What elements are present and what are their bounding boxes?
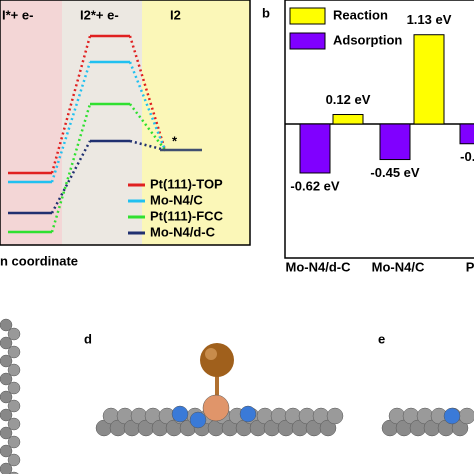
legend-label: Pt(111)-FCC [150, 208, 224, 223]
legend-swatch [289, 7, 326, 25]
atom [458, 407, 474, 425]
level-connector [50, 103, 166, 233]
atom [202, 394, 230, 422]
bar [299, 123, 331, 174]
atom [7, 435, 21, 449]
panel-label: e [378, 331, 385, 346]
structure [0, 318, 474, 474]
atom [326, 407, 344, 425]
bar [459, 123, 474, 145]
level-connector [50, 35, 167, 174]
atom [7, 417, 21, 431]
bars: Reaction 0.12 eV 1.13 eV Adsorption -0.62 eV… [286, 7, 474, 274]
atom [7, 399, 21, 413]
atom [0, 426, 13, 440]
atom [443, 407, 461, 425]
atom [0, 390, 13, 404]
level-connector [50, 61, 167, 183]
value-label: -0.45 eV [370, 165, 419, 180]
atom [0, 336, 13, 350]
x-tick-label: Pt(1 [466, 259, 474, 274]
atom [7, 363, 21, 377]
legend-label: Adsorption [333, 32, 402, 47]
value-label: 1.13 eV [407, 12, 452, 27]
x-tick-label: Mo-N4/d-C [286, 259, 352, 274]
level-connector [50, 139, 166, 214]
atom [0, 372, 13, 386]
atom [0, 318, 13, 332]
x-tick-label: Mo-N4/C [372, 259, 425, 274]
atom [0, 444, 13, 458]
atom [171, 405, 189, 423]
region-bg [142, 0, 250, 245]
atom [189, 411, 207, 429]
atom [7, 453, 21, 467]
stage-label: I2 [170, 7, 181, 22]
legend-swatch [289, 32, 326, 50]
region-bg [62, 0, 142, 245]
legend-label: Mo-N4/C [150, 192, 203, 207]
atom [0, 354, 13, 368]
stage-label: I2*+ e- [80, 7, 119, 22]
legend-label: Reaction [333, 7, 388, 22]
value-label: -0.62 eV [290, 178, 339, 193]
panel-label: d [84, 331, 92, 346]
value-label: -0.25 [460, 149, 474, 164]
value-label: 0.12 eV [326, 92, 371, 107]
atom [7, 381, 21, 395]
axes-frame [0, 0, 251, 246]
panel-label: b [262, 5, 270, 20]
atom [0, 462, 13, 474]
atom [7, 327, 21, 341]
atom [7, 345, 21, 359]
legend-label: Mo-N4/d-C [150, 224, 216, 239]
region-bg [0, 0, 62, 245]
bar [413, 34, 445, 125]
atom [239, 405, 257, 423]
legend-label: Pt(111)-TOP [150, 176, 223, 191]
axes-frame [284, 0, 474, 259]
bar [379, 123, 411, 161]
marker-label: * [172, 133, 178, 148]
energy-levels [8, 34, 202, 234]
bar [332, 114, 364, 125]
atom [0, 408, 13, 422]
x-axis-label: n coordinate [0, 253, 78, 268]
stage-label: I*+ e- [2, 7, 33, 22]
